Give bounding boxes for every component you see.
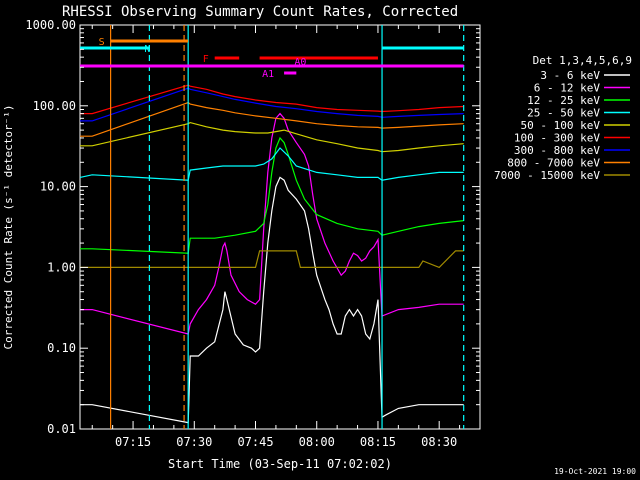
series-line-8 bbox=[80, 250, 464, 269]
x-tick-label: 08:30 bbox=[421, 435, 457, 449]
x-tick-label: 07:45 bbox=[237, 435, 273, 449]
x-tick-label: 08:00 bbox=[299, 435, 335, 449]
legend-entry-label: 7000 - 15000 keV bbox=[494, 169, 600, 182]
legend-entry-label: 100 - 300 keV bbox=[514, 132, 600, 145]
y-tick-label: 0.10 bbox=[47, 341, 76, 355]
y-tick-label: 100.00 bbox=[33, 99, 76, 113]
y-axis-label: Corrected Count Rate (s⁻¹ detector⁻¹) bbox=[2, 104, 15, 349]
series-line-1 bbox=[80, 112, 464, 335]
legend-entry-label: 800 - 7000 keV bbox=[507, 157, 600, 170]
flags-layer: S N F A0 A1 bbox=[80, 25, 465, 429]
x-tick-label: 08:15 bbox=[360, 435, 396, 449]
y-tick-label: 1.00 bbox=[47, 260, 76, 274]
legend-entry-label: 3 - 6 keV bbox=[540, 69, 600, 82]
legend-entry-label: 12 - 25 keV bbox=[527, 94, 600, 107]
x-tick-label: 07:15 bbox=[115, 435, 151, 449]
flag-label: F bbox=[203, 54, 209, 65]
footer-date: 19-Oct-2021 19:00 bbox=[554, 467, 636, 476]
series-line-7 bbox=[80, 101, 464, 137]
legend-entry-label: 300 - 800 keV bbox=[514, 144, 600, 157]
flag-label: A1 bbox=[262, 69, 274, 80]
series-line-3 bbox=[79, 147, 464, 181]
flag-label: N bbox=[144, 44, 150, 55]
y-tick-label: 10.00 bbox=[40, 180, 76, 194]
chart-title: RHESSI Observing Summary Count Rates, Co… bbox=[62, 4, 458, 20]
legend-entry-label: 25 - 50 keV bbox=[527, 107, 600, 120]
x-axis-label: Start Time (03-Sep-11 07:02:02) bbox=[168, 457, 392, 471]
legend-entry-label: 50 - 100 keV bbox=[521, 119, 601, 132]
series-line-5 bbox=[80, 84, 464, 115]
legend-title: Det 1,3,4,5,6,9 bbox=[533, 54, 632, 67]
series-line-6 bbox=[80, 87, 464, 122]
ticks-layer: 1000.00 100.00 10.00 1.00 0.10 0.01 07:15 07:30… bbox=[25, 18, 480, 449]
x-tick-label: 07:30 bbox=[176, 435, 212, 449]
legend-entry-label: 6 - 12 keV bbox=[534, 82, 601, 95]
y-tick-label: 1000.00 bbox=[25, 18, 76, 32]
series-line-4 bbox=[80, 121, 464, 153]
y-tick-label: 0.01 bbox=[47, 422, 76, 436]
series-line-0 bbox=[80, 176, 464, 424]
plot-frame bbox=[79, 24, 481, 430]
series-line-2 bbox=[80, 136, 464, 254]
flag-label: A0 bbox=[294, 57, 306, 68]
flag-label: S bbox=[99, 37, 105, 48]
series-layer bbox=[79, 84, 464, 424]
